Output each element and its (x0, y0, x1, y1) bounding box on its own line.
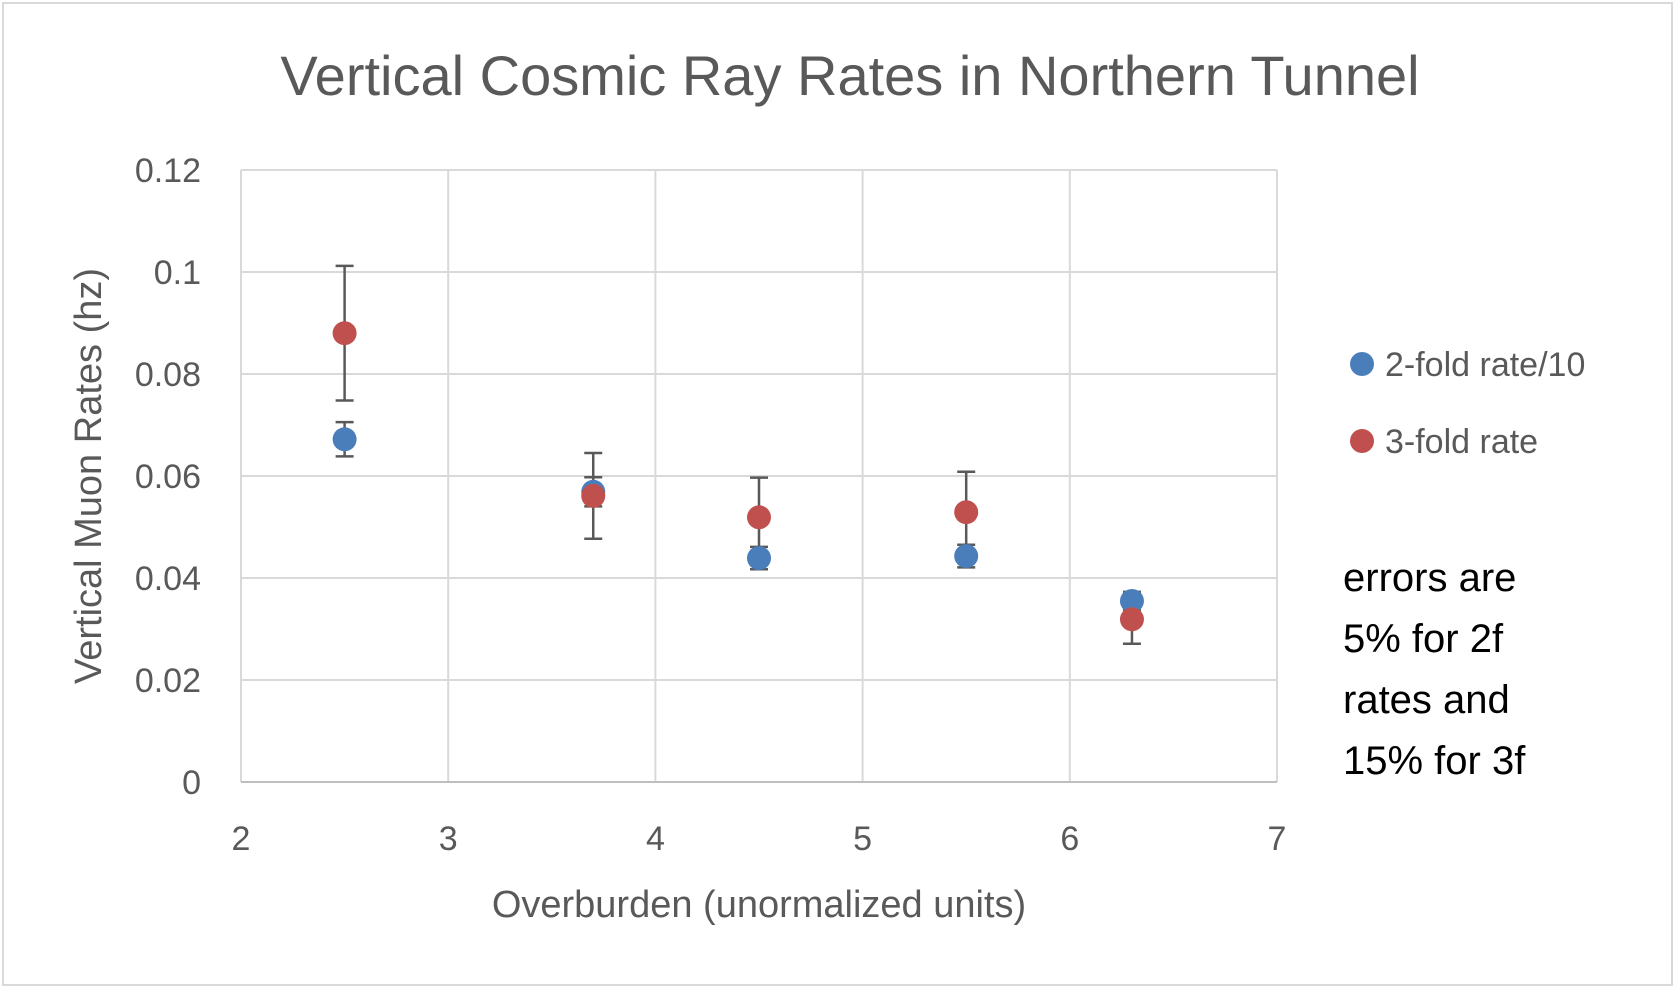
x-tick-label: 4 (646, 820, 665, 858)
y-tick-label: 0.1 (154, 254, 201, 292)
x-tick-label: 3 (439, 820, 458, 858)
y-tick-label: 0 (182, 764, 201, 802)
y-tick-label: 0.12 (135, 152, 201, 190)
y-tick-label: 0.08 (135, 356, 201, 394)
data-point-3fold (581, 483, 606, 508)
annotation-line: 5% for 2f (1343, 617, 1504, 661)
legend-marker (1350, 429, 1374, 453)
data-point-2fold (747, 546, 771, 571)
x-axis-title: Overburden (unormalized units) (492, 884, 1026, 926)
y-tick-label: 0.02 (135, 662, 201, 700)
error-annotation: errors are 5% for 2f rates and 15% for 3… (1343, 548, 1643, 792)
data-point-3fold (332, 321, 357, 346)
annotation-line: rates and (1343, 678, 1510, 722)
legend-label: 3-fold rate (1385, 423, 1538, 461)
data-point-3fold (1119, 607, 1144, 632)
annotation-line: 15% for 3f (1343, 739, 1526, 783)
data-point-3fold (747, 505, 771, 530)
x-tick-label: 6 (1060, 820, 1079, 858)
data-point-3fold (954, 500, 979, 525)
data-point-2fold (954, 544, 979, 569)
y-tick-label: 0.04 (135, 560, 201, 598)
data-point-2fold (332, 427, 357, 452)
y-tick-label: 0.06 (135, 458, 201, 496)
x-tick-label: 7 (1268, 820, 1287, 858)
x-tick-label: 2 (232, 820, 251, 858)
chart-title: Vertical Cosmic Ray Rates in Northern Tu… (280, 44, 1419, 107)
y-axis-title: Vertical Muon Rates (hz) (68, 268, 110, 684)
data-point-2fold (1119, 588, 1144, 613)
annotation-line: errors are (1343, 556, 1517, 600)
legend-label: 2-fold rate/10 (1385, 346, 1585, 384)
legend-marker (1350, 352, 1374, 376)
x-tick-label: 5 (853, 820, 872, 858)
